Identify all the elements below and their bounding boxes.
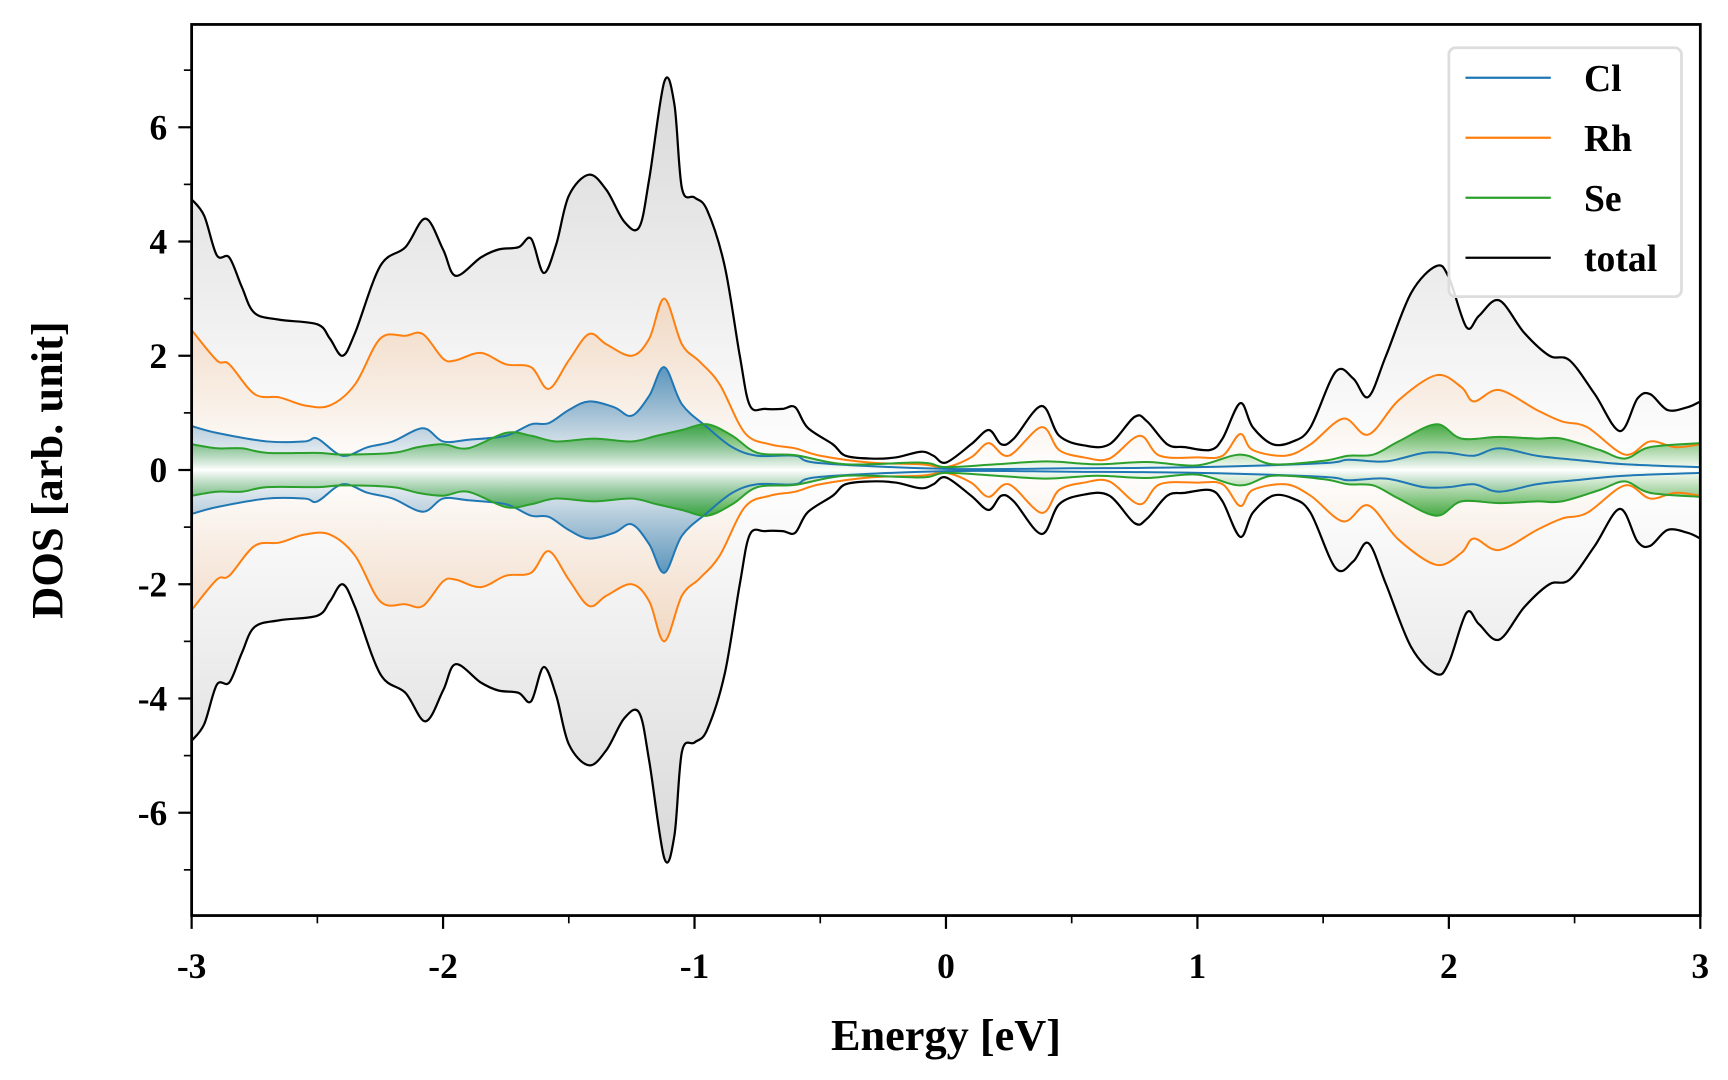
- legend-label-Rh: Rh: [1584, 118, 1632, 160]
- Se-down-fill: [191, 470, 1701, 516]
- Se-down-line: [191, 471, 1701, 517]
- y-tick-label: 6: [150, 107, 168, 147]
- y-tick-label: -2: [138, 564, 168, 604]
- fill-areas: [191, 77, 1701, 863]
- y-tick-label: -4: [138, 679, 168, 719]
- axis-ticks: -3 -2 -1 0 1 2 3 -6 -4 -2 0 2 4 6: [138, 69, 1709, 986]
- total-up-line: [190, 76, 1701, 464]
- series-lines: [190, 76, 1701, 864]
- y-tick-label: -6: [138, 793, 168, 833]
- total-down-line: [190, 476, 1701, 864]
- x-tick-label: -3: [177, 946, 207, 986]
- y-tick-label: 2: [150, 336, 168, 376]
- Cl-up-line: [191, 366, 1701, 471]
- y-tick-label: 0: [150, 450, 168, 490]
- legend-box: [1447, 46, 1683, 299]
- x-axis-label: Energy [eV]: [831, 1010, 1061, 1060]
- x-tick-label: -2: [428, 946, 458, 986]
- y-tick-label: 4: [150, 222, 168, 262]
- x-tick-label: 0: [937, 946, 955, 986]
- Se-up-fill: [191, 424, 1701, 470]
- x-tick-label: 2: [1440, 946, 1458, 986]
- legend: Cl Rh Se total: [1447, 46, 1683, 299]
- y-axis-label: DOS [arb. unit]: [22, 321, 72, 618]
- legend-label-Cl: Cl: [1584, 58, 1622, 100]
- x-tick-label: -1: [680, 946, 710, 986]
- x-tick-label: 1: [1189, 946, 1207, 986]
- Cl-down-line: [191, 469, 1701, 574]
- legend-label-Se: Se: [1584, 178, 1622, 220]
- legend-label-total: total: [1584, 238, 1657, 280]
- Se-up-line: [191, 423, 1701, 469]
- x-tick-label: 3: [1691, 946, 1709, 986]
